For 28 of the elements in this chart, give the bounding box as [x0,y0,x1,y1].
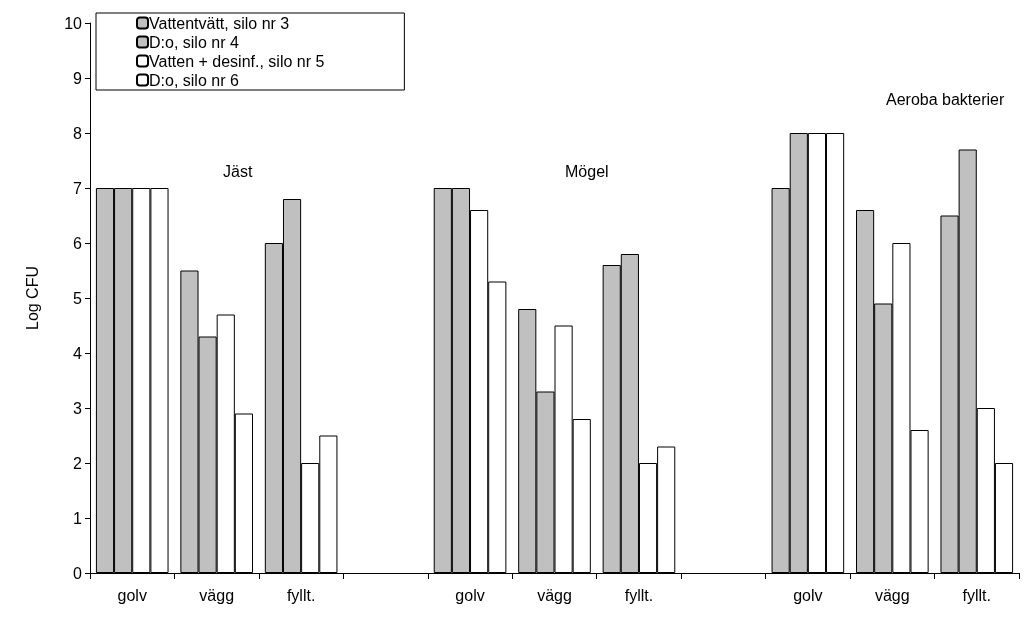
legend-label: Vattentvätt, silo nr 3 [149,14,290,32]
y-tick-label: 8 [73,124,83,142]
annotation: Mögel [565,162,609,180]
y-axis-title: Log CFU [23,265,41,331]
x-tick-label: fyllt. [962,586,991,604]
x-tick-label: fyllt. [286,586,316,604]
legend-label: D:o, silo nr 6 [149,71,239,89]
x-tick-label: vägg [537,586,572,604]
y-tick-label: 3 [73,399,83,417]
y-tick-label: 6 [73,234,83,252]
annotation: Aeroba bakterier [886,90,1005,108]
y-tick-label: 9 [73,69,83,87]
x-tick-label: vägg [199,586,235,604]
annotation: Jäst [223,162,253,180]
y-tick-label: 7 [73,179,83,197]
x-tick-label: golv [455,586,485,604]
legend-label: Vatten + desinf., silo nr 5 [149,52,325,70]
y-tick-label: 10 [64,14,83,32]
x-tick-label: vägg [874,586,910,604]
y-tick-label: 0 [73,564,83,582]
x-tick-label: golv [793,586,823,604]
x-tick-label: fyllt. [624,586,654,604]
y-tick-label: 5 [73,289,83,307]
legend-label: D:o, silo nr 4 [149,33,239,51]
y-tick-label: 1 [73,509,83,527]
x-tick-label: golv [117,586,147,604]
y-tick-label: 4 [73,344,83,362]
y-tick-label: 2 [73,454,83,472]
